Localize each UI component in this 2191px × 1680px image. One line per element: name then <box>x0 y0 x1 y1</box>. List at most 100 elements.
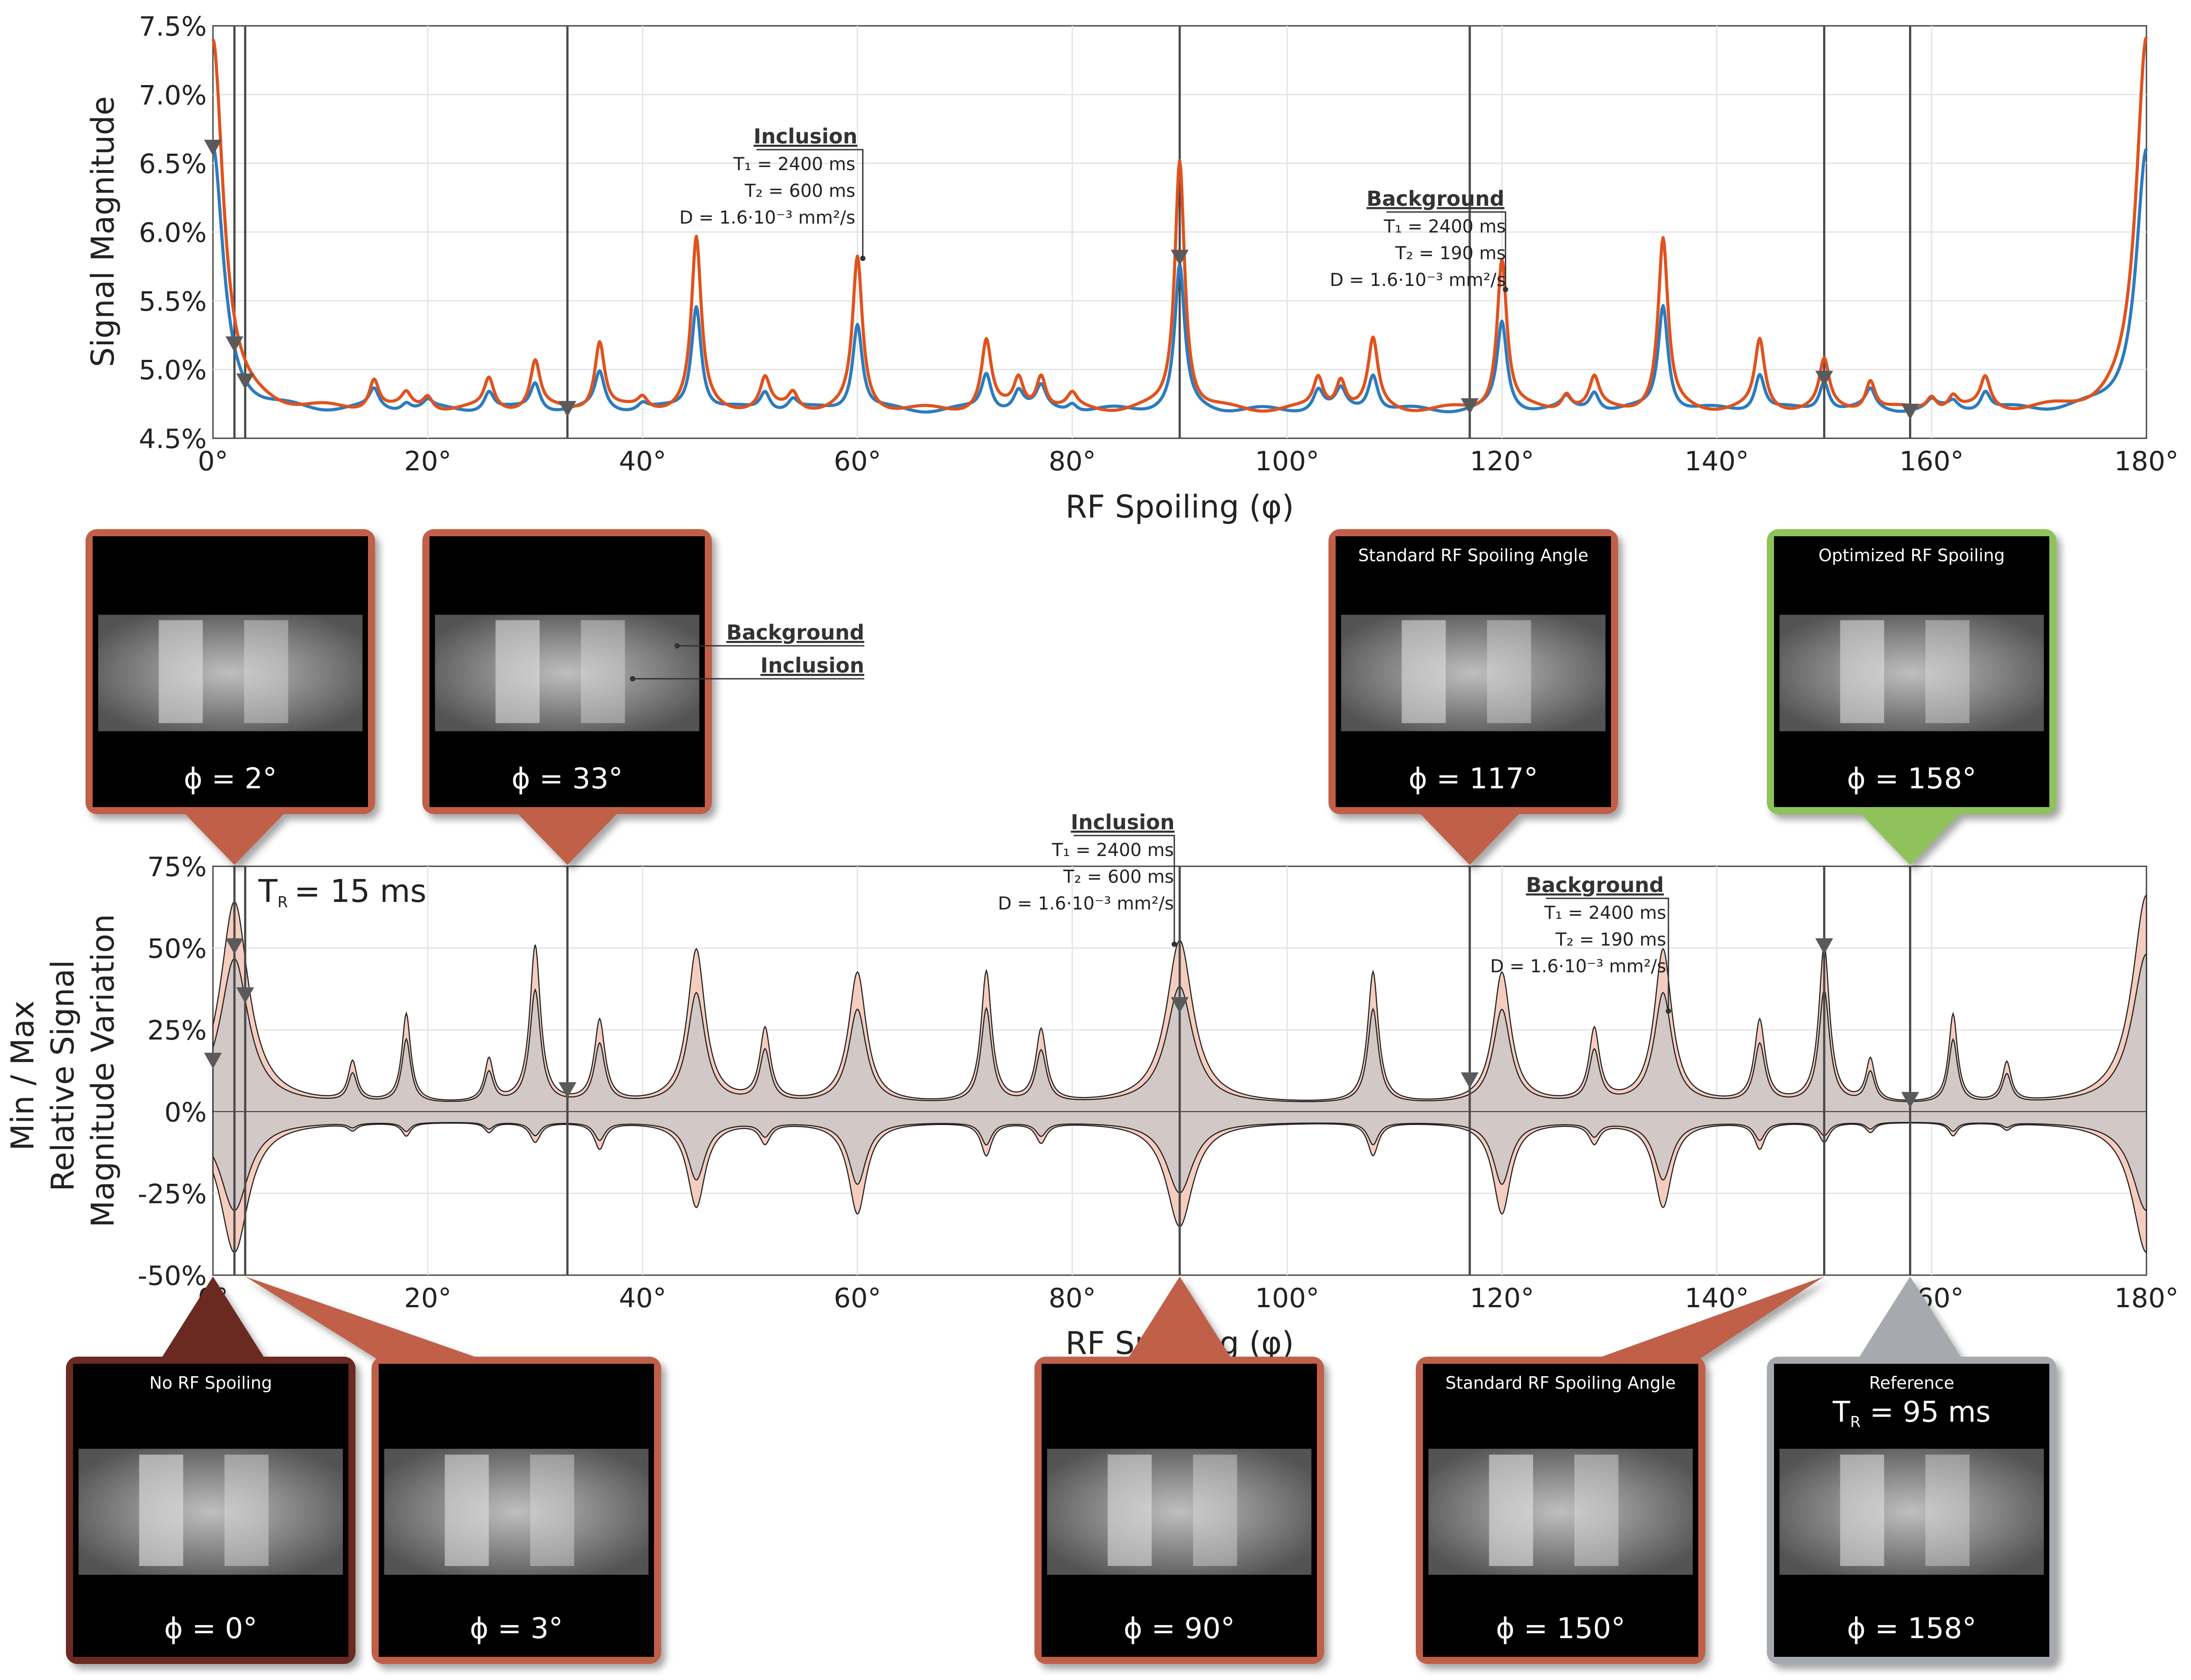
phantom <box>98 615 363 731</box>
inset-labels: Background Inclusion <box>630 620 864 681</box>
callout-pointer <box>159 1276 266 1361</box>
callout-pointer <box>1590 1276 1824 1361</box>
chart1-x-tick-label: 180° <box>2114 446 2179 477</box>
chart2-y-tick-label: 0% <box>164 1097 207 1128</box>
chart2-annotation-dot <box>1171 942 1177 947</box>
chart2-marker <box>558 1082 576 1098</box>
callout-phi-label: ϕ = 117° <box>1409 763 1538 795</box>
chart2-x-tick-label: 80° <box>1049 1283 1096 1314</box>
phantom <box>1428 1448 1693 1575</box>
callout: Optimized RF Spoiling ϕ = 158° <box>1767 529 2056 865</box>
phantom-inclusion-left <box>1108 1454 1152 1566</box>
chart1-y-tick-label: 4.5% <box>139 424 207 455</box>
chart1-marker <box>1901 404 1919 420</box>
chart1-annotation-line: T₁ = 2400 ms <box>1383 216 1506 237</box>
phantom-inclusion-left <box>445 1454 489 1566</box>
callout-phi-label: ϕ = 2° <box>184 763 277 795</box>
phantom-inclusion-right <box>244 620 288 723</box>
phantom-inclusion-left <box>1489 1454 1533 1566</box>
chart1-annotation-title: Inclusion <box>753 124 857 148</box>
chart2-annotation-title: Inclusion <box>1071 810 1174 834</box>
chart2-marker <box>1461 1072 1479 1089</box>
chart1-tick-labels: 0° 20° 40° 60° 80° 100° 120° 140° 160° 180° 4.5% 5.… <box>139 11 2179 477</box>
callout-phi-label: ϕ = 150° <box>1496 1612 1626 1645</box>
chart2-annotation-title: Background <box>1526 873 1664 897</box>
chart1-annotation-line: T₁ = 2400 ms <box>733 154 855 175</box>
chart2-x-tick-label: 100° <box>1255 1283 1320 1314</box>
chart1-annotation-dot <box>1503 287 1508 292</box>
chart1-marker <box>236 373 254 390</box>
callout: Standard RF Spoiling Angle ϕ = 150° <box>1416 1276 1824 1664</box>
callout: No RF Spoiling ϕ = 0° <box>66 1276 356 1664</box>
phantom-inclusion-right <box>1487 620 1531 723</box>
chart2-markers <box>204 938 1919 1108</box>
chart2-x-tick-label: 40° <box>619 1283 666 1314</box>
chart1-annotations: Inclusion T₁ = 2400 ms T₂ = 600 ms D = 1.6·… <box>679 124 1508 292</box>
chart2-annotation-line: T₂ = 190 ms <box>1555 930 1666 950</box>
callout-pointer <box>1416 810 1523 865</box>
callout-phi-label: ϕ = 0° <box>164 1612 257 1645</box>
chart1-reference-lines <box>233 26 1912 438</box>
chart2-annotation-line: T₂ = 600 ms <box>1063 867 1174 887</box>
chart1-y-tick-label: 6.5% <box>139 149 207 180</box>
callout: ϕ = 33° <box>422 529 712 865</box>
chart2-x-tick-label: 180° <box>2114 1283 2179 1314</box>
callout: Reference TR = 95 ms ϕ = 158° <box>1767 1276 2056 1664</box>
chart1-annotation-line: T₂ = 190 ms <box>1395 243 1506 264</box>
phantom <box>1341 615 1606 731</box>
callout-phi-label: ϕ = 3° <box>470 1612 563 1645</box>
phantom-inclusion-right <box>224 1454 269 1566</box>
phantom-inclusion-left <box>1402 620 1446 723</box>
chart1-annotation-line: T₂ = 600 ms <box>744 181 855 201</box>
chart1-marker <box>1815 371 1833 387</box>
callout-image <box>1774 536 2049 807</box>
phantom-inclusion-right <box>1193 1454 1237 1566</box>
callout-pointer <box>1856 1276 1964 1361</box>
callout-phi-label: ϕ = 158° <box>1847 1612 1977 1645</box>
callout-tr: TR = 95 ms <box>1832 1396 1991 1431</box>
chart2-annotation-line: T₁ = 2400 ms <box>1544 903 1666 923</box>
callout-image <box>73 1364 348 1657</box>
callout-image <box>1774 1364 2049 1657</box>
chart2-reference-lines <box>233 866 1912 1275</box>
phantom-inclusion-left <box>1840 1454 1884 1566</box>
phantom <box>384 1448 649 1575</box>
chart2-x-tick-label: 20° <box>404 1283 451 1314</box>
chart2-y-axis-label: Min / Max Relative Signal Magnitude Vari… <box>4 914 121 1227</box>
callout: Standard RF Spoiling Angle ϕ = 117° <box>1328 529 1618 865</box>
chart1-y-tick-label: 5.5% <box>139 286 207 317</box>
chart2-marker <box>236 987 254 1003</box>
chart1-annotation-line: D = 1.6·10⁻³ mm²/s <box>1330 270 1506 290</box>
chart1-marker <box>1171 249 1189 266</box>
callout-title: Standard RF Spoiling Angle <box>1358 546 1589 565</box>
chart2-marker <box>225 938 244 954</box>
callout-image <box>1423 1364 1698 1657</box>
callout-phi-label: ϕ = 90° <box>1124 1612 1235 1645</box>
phantom <box>1779 615 2044 731</box>
callout-phi-label: ϕ = 33° <box>511 763 623 795</box>
callout-pointer <box>1126 1276 1233 1361</box>
callout-title: No RF Spoiling <box>149 1373 272 1393</box>
chart1-x-tick-label: 120° <box>1470 446 1534 477</box>
chart1-x-tick-label: 80° <box>1049 446 1096 477</box>
chart2-marker <box>1171 997 1189 1013</box>
chart2-x-tick-label: 120° <box>1470 1283 1534 1314</box>
chart2-annotation-line: T₁ = 2400 ms <box>1051 840 1174 860</box>
chart2-y-tick-label: 75% <box>147 852 207 883</box>
chart1-y-tick-label: 7.0% <box>139 80 207 111</box>
chart2-annotation-leader <box>1546 897 1669 1011</box>
chart2-annotation-leader <box>1074 835 1175 944</box>
signal-magnitude-chart: 0° 20° 40° 60° 80° 100° 120° 140° 160° 180° 4.5% 5.… <box>85 11 2179 525</box>
chart1-annotation-leader <box>756 149 864 258</box>
phantom-inclusion-left <box>139 1454 184 1566</box>
chart2-marker <box>1815 938 1833 954</box>
phantom-inclusion-left <box>159 620 203 723</box>
callout-image <box>1042 1364 1317 1657</box>
chart2-y-tick-label: 25% <box>147 1015 207 1046</box>
callout-pointer <box>181 810 288 865</box>
chart2-annotation-line: D = 1.6·10⁻³ mm²/s <box>998 893 1174 914</box>
phantom <box>78 1448 343 1575</box>
inset-label-inclusion: Inclusion <box>760 653 864 677</box>
chart1-x-tick-label: 40° <box>619 446 666 477</box>
chart2-tr-label: TR = 15 ms <box>258 873 426 911</box>
